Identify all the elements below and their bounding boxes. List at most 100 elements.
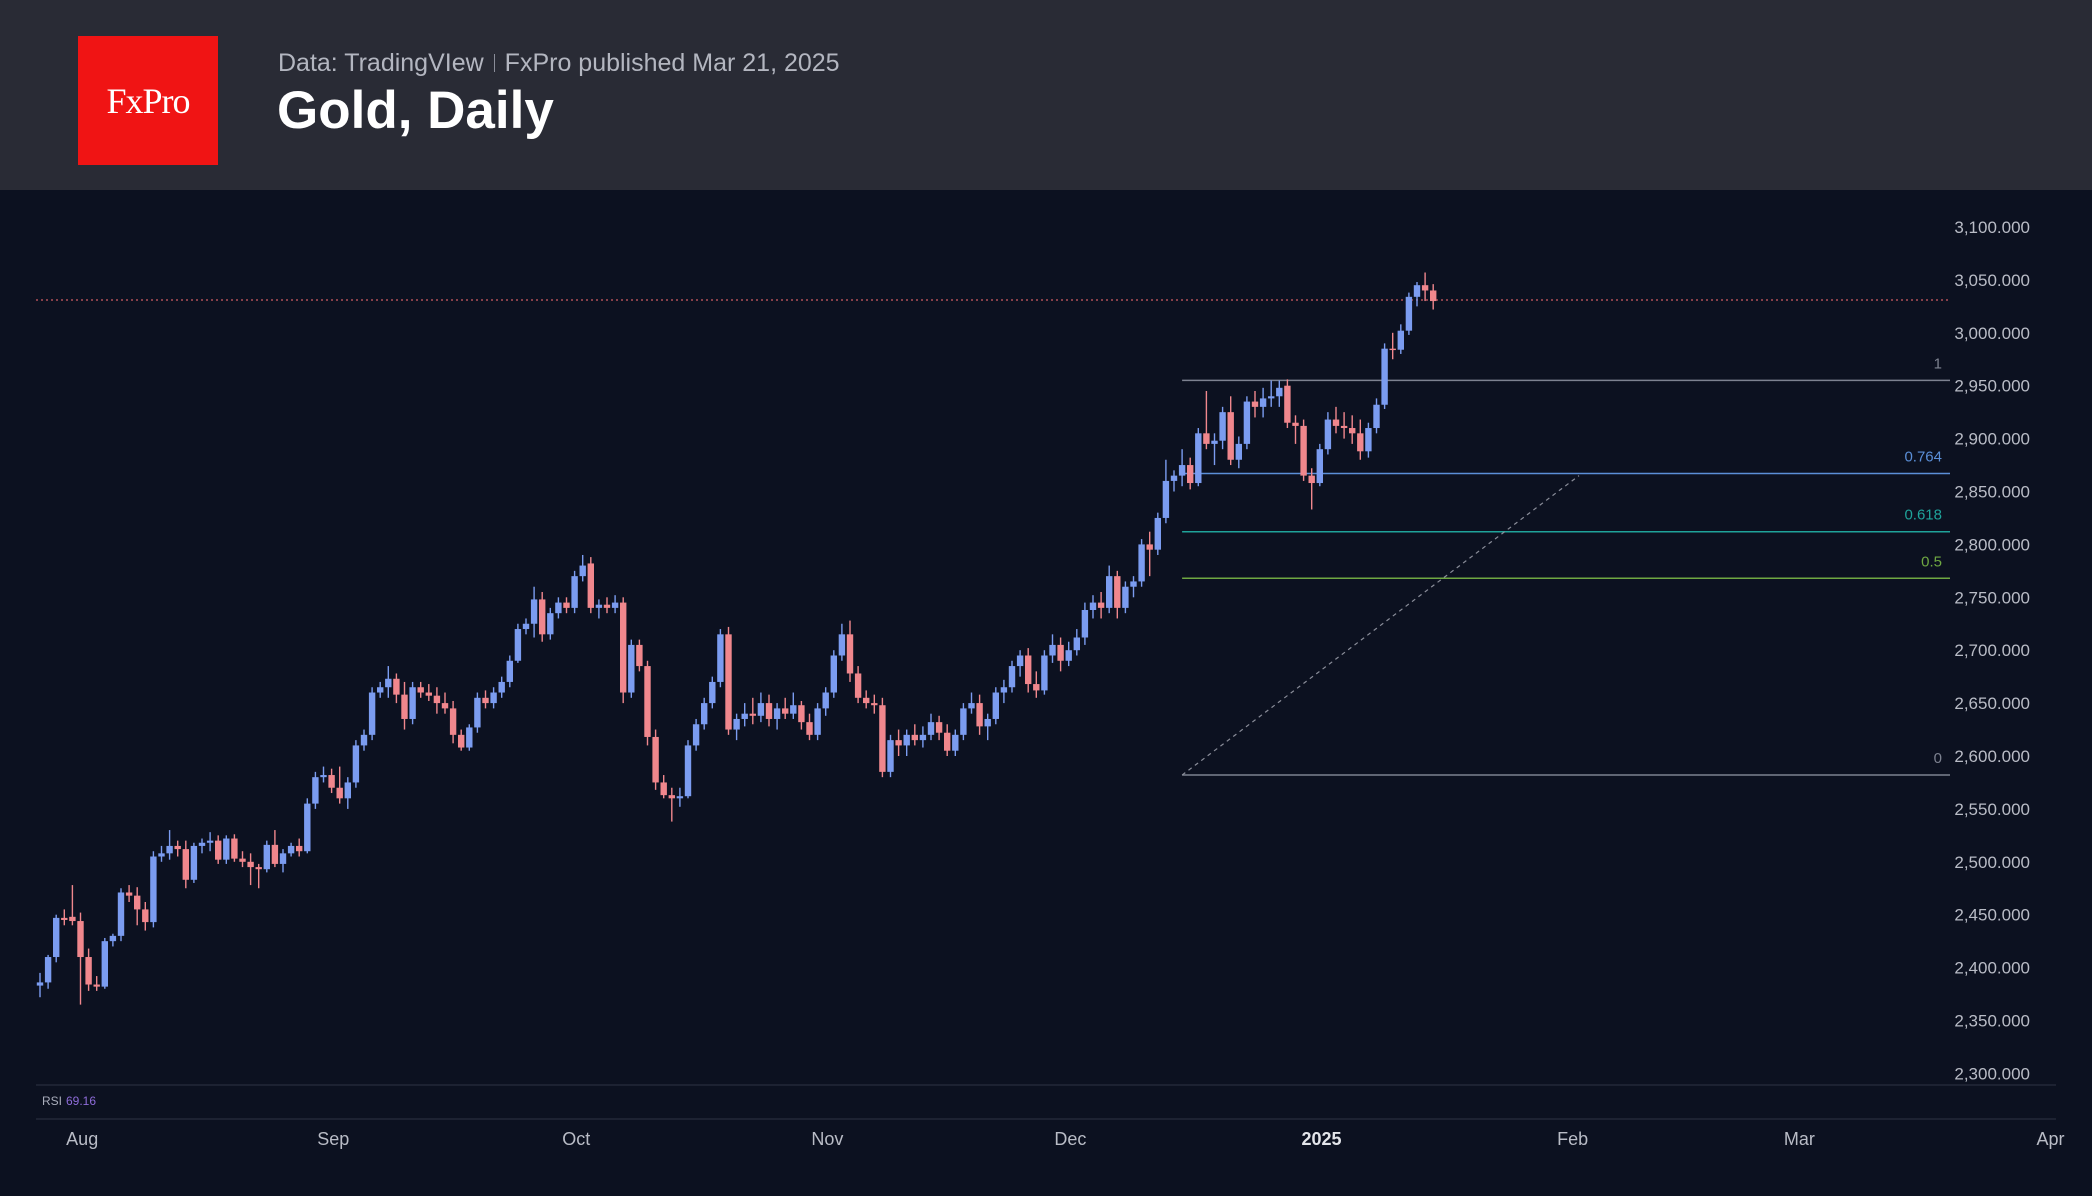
candle-body	[1284, 385, 1291, 423]
candle	[320, 766, 327, 783]
candle-body	[1187, 465, 1194, 484]
rsi-legend: RSI 69.16	[42, 1094, 96, 1108]
rsi-value: 69.16	[66, 1094, 96, 1108]
candle	[725, 626, 732, 735]
candle-body	[798, 705, 805, 723]
candle	[1300, 419, 1307, 481]
candle	[36, 972, 44, 998]
candle-body	[636, 644, 643, 667]
candle-body	[458, 734, 465, 748]
candle-body	[449, 708, 457, 735]
candle-body	[814, 708, 821, 735]
candle	[255, 863, 262, 889]
candle	[992, 687, 999, 725]
candle-body	[1292, 422, 1299, 426]
candle-body	[1000, 687, 1008, 693]
candle-body	[1073, 637, 1080, 651]
candle	[239, 851, 246, 868]
candle	[1081, 602, 1089, 645]
header: FxPro Data: TradingVIew FxPro published M…	[0, 0, 2092, 190]
y-tick-label: 2,500.000	[1954, 853, 2030, 872]
candle	[806, 713, 813, 741]
y-tick-label: 2,850.000	[1954, 483, 2030, 502]
candle-body	[1243, 401, 1251, 444]
candle	[1413, 282, 1421, 307]
candle-body	[976, 703, 983, 727]
candle	[1138, 539, 1145, 587]
candle	[1276, 380, 1283, 407]
candle	[1057, 637, 1064, 672]
candle-body	[247, 861, 254, 868]
logo-text: FxPro	[106, 80, 190, 121]
candle-body	[1049, 644, 1056, 656]
candle-body	[903, 734, 910, 746]
candle-body	[320, 775, 327, 778]
candle-body	[417, 687, 424, 693]
candle-body	[1389, 348, 1396, 351]
candle	[263, 840, 270, 873]
candle	[1106, 565, 1113, 614]
candle-body	[1332, 419, 1340, 426]
candle-body	[231, 838, 238, 859]
candle-body	[1430, 290, 1437, 302]
candle	[919, 726, 927, 748]
candle-body	[603, 604, 611, 608]
candle	[587, 557, 594, 614]
candle-body	[1421, 285, 1429, 291]
candle-body	[69, 916, 76, 922]
candle-body	[1154, 517, 1161, 550]
candle-body	[53, 917, 60, 958]
candle	[482, 690, 489, 709]
candle-body	[36, 982, 44, 986]
candle	[571, 570, 578, 614]
candle-body	[1373, 404, 1380, 429]
candle-body	[1195, 433, 1202, 484]
candle	[117, 888, 125, 942]
candle-body	[547, 613, 554, 635]
candle-body	[77, 921, 84, 958]
candle	[960, 703, 967, 741]
candle	[1316, 443, 1323, 487]
candle-body	[733, 718, 740, 730]
candle	[838, 623, 846, 661]
candle-body	[563, 602, 570, 608]
y-tick-label: 3,000.000	[1954, 324, 2030, 343]
candle-body	[854, 673, 862, 698]
candle	[474, 692, 481, 733]
candle	[1195, 428, 1202, 487]
candle	[44, 954, 52, 989]
candle-body	[1033, 684, 1040, 691]
candle-body	[150, 856, 157, 923]
x-axis: Aug Sep Oct Nov Dec 2025 Feb Mar Apr	[66, 1129, 2064, 1149]
x-tick-label: Sep	[317, 1129, 349, 1149]
candle-body	[1097, 602, 1105, 608]
candle-body	[782, 708, 789, 714]
candle	[1227, 396, 1234, 466]
candle	[1235, 436, 1242, 469]
candle	[312, 771, 319, 809]
candle	[336, 766, 343, 804]
candle-body	[352, 745, 360, 783]
candle	[158, 845, 165, 862]
candle-body	[1413, 285, 1421, 297]
candle	[709, 676, 716, 709]
candle-body	[125, 892, 133, 896]
candle-body	[425, 692, 432, 696]
candle-body	[271, 844, 279, 864]
candle-body	[887, 740, 894, 772]
candle	[822, 687, 829, 716]
candle	[69, 885, 76, 926]
candle	[1000, 679, 1008, 704]
candle-body	[1235, 443, 1242, 460]
candle	[628, 639, 635, 698]
candle-body	[1308, 475, 1315, 484]
x-tick-label: 2025	[1301, 1129, 1341, 1149]
candle-body	[506, 660, 513, 682]
candle	[377, 681, 384, 698]
candle	[539, 592, 546, 642]
candle	[433, 687, 441, 714]
candle	[85, 948, 92, 991]
candle	[1308, 468, 1315, 510]
candle	[1203, 390, 1210, 450]
candle-body	[984, 718, 991, 727]
